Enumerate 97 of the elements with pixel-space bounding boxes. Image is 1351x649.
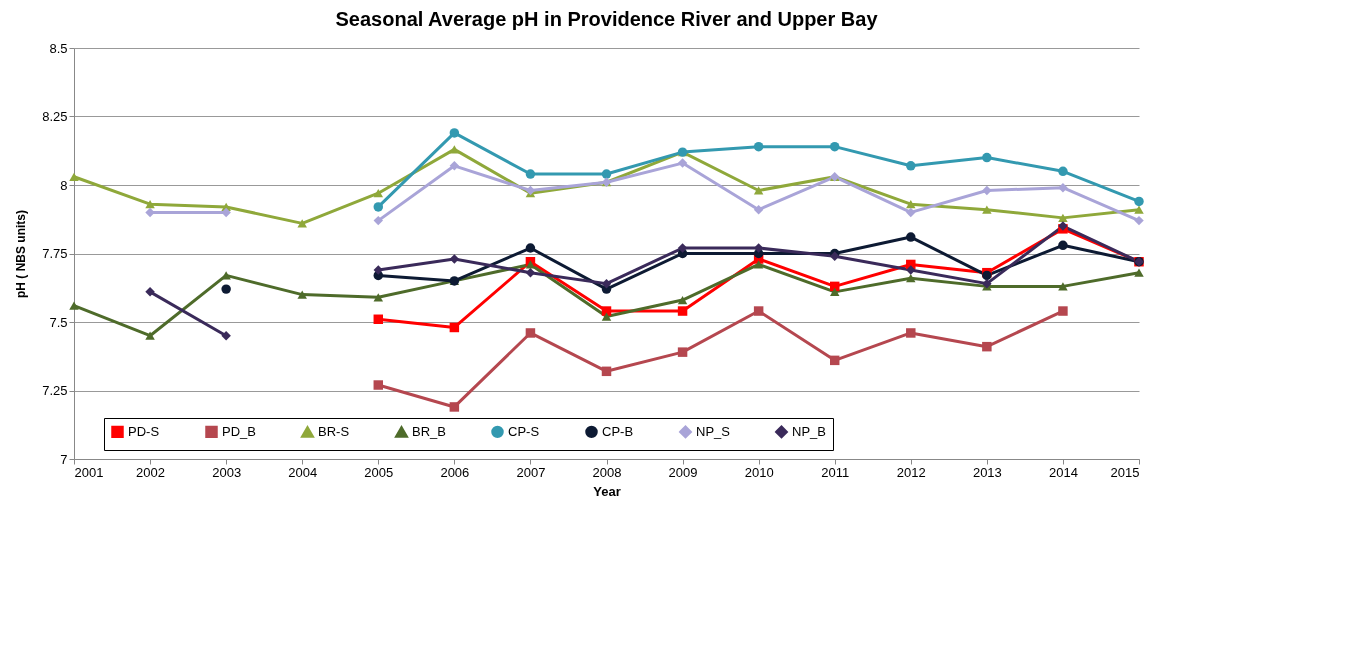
- point: [829, 141, 840, 152]
- point: [373, 314, 384, 324]
- point: [677, 158, 688, 168]
- point: [906, 265, 916, 275]
- point: [69, 301, 79, 310]
- point: [906, 161, 916, 171]
- point: [982, 278, 992, 289]
- x-tick-label: 2014: [1048, 464, 1078, 480]
- point: [601, 366, 612, 377]
- point: [906, 274, 916, 283]
- point: [1058, 282, 1068, 291]
- point: [982, 341, 992, 352]
- point: [1134, 196, 1144, 207]
- x-tick-label: 2004: [288, 464, 318, 480]
- x-axis-title: Year: [593, 483, 621, 499]
- legend-label: BR-S: [318, 424, 350, 440]
- point: [449, 322, 460, 333]
- point: [601, 312, 612, 321]
- point: [373, 215, 384, 226]
- point: [373, 202, 384, 212]
- legend-label: BR_B: [412, 424, 446, 440]
- point: [906, 232, 916, 242]
- point: [449, 402, 460, 412]
- point: [753, 204, 764, 215]
- point: [525, 328, 536, 338]
- point: [982, 205, 992, 214]
- point: [677, 347, 688, 357]
- point: [753, 306, 764, 316]
- point: [982, 185, 992, 196]
- legend-label: CP-B: [602, 423, 634, 439]
- point: [525, 267, 536, 278]
- point: [297, 290, 307, 299]
- x-tick-label: 2003: [212, 464, 242, 480]
- x-tick-label: 2001: [74, 464, 104, 480]
- point: [373, 380, 384, 390]
- point: [906, 328, 916, 338]
- x-tick-label: 2002: [136, 464, 166, 480]
- point: [906, 207, 916, 218]
- point: [221, 330, 231, 341]
- point: [753, 141, 764, 152]
- point: [753, 260, 764, 269]
- x-tick-label: 2010: [744, 464, 774, 480]
- x-tick-label: 2013: [972, 464, 1002, 480]
- point: [449, 254, 460, 264]
- y-tick-label: 8: [60, 177, 68, 193]
- point: [906, 200, 916, 209]
- point: [982, 152, 992, 163]
- point: [297, 219, 307, 228]
- point: [1058, 183, 1068, 193]
- x-tick-label: 2015: [1110, 464, 1140, 480]
- legend-label: PD_B: [222, 423, 256, 439]
- x-tick-label: 2005: [364, 464, 394, 480]
- point: [449, 128, 460, 138]
- point: [753, 186, 764, 195]
- point: [69, 172, 79, 181]
- point: [677, 243, 688, 253]
- y-axis-title: pH ( NBS units): [14, 210, 29, 298]
- y-tick-label: 8.5: [49, 40, 68, 56]
- point: [449, 145, 460, 154]
- point: [145, 200, 155, 209]
- point: [601, 169, 612, 179]
- point: [1134, 268, 1144, 277]
- y-tick-label: 7: [60, 451, 68, 467]
- point: [145, 331, 155, 340]
- point: [221, 284, 231, 294]
- legend-label: NP_B: [792, 423, 826, 439]
- y-tick-label: 7.75: [42, 246, 68, 261]
- x-tick-label: 2009: [668, 464, 698, 480]
- point: [449, 161, 460, 171]
- x-tick-label: 2011: [821, 464, 850, 480]
- x-tick-label: 2008: [592, 464, 622, 480]
- y-tick-label: 7.5: [49, 314, 68, 330]
- point: [829, 287, 840, 296]
- legend-label: CP-S: [508, 423, 540, 439]
- point: [525, 169, 536, 179]
- x-tick-label: 2007: [516, 464, 546, 480]
- point: [1058, 213, 1068, 222]
- legend-label: NP_S: [696, 423, 731, 439]
- point: [1134, 215, 1144, 226]
- point: [525, 243, 536, 253]
- x-tick-label: 2012: [896, 464, 926, 480]
- y-tick-label: 7.25: [42, 383, 68, 398]
- point: [677, 295, 688, 305]
- point: [601, 278, 612, 289]
- legend-label: PD-S: [128, 423, 160, 439]
- point: [1058, 306, 1068, 316]
- point: [373, 265, 384, 275]
- y-tick-label: 8.25: [42, 109, 68, 124]
- x-tick-label: 2006: [440, 464, 470, 480]
- chart-title: Seasonal Average pH in Providence River and Upper Bay: [335, 8, 879, 30]
- point: [1134, 205, 1144, 214]
- point: [1058, 166, 1068, 177]
- point: [829, 355, 840, 366]
- point: [1058, 240, 1068, 251]
- point: [677, 306, 688, 316]
- point: [373, 189, 384, 198]
- point: [525, 185, 536, 196]
